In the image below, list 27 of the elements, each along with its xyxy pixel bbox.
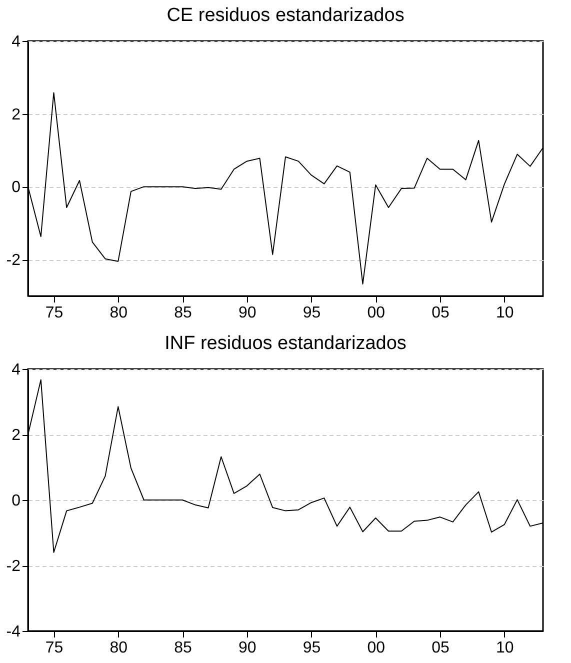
x-tick-label: 90 xyxy=(238,640,256,656)
x-tick-label: 05 xyxy=(432,304,450,322)
chart-title: CE residuos estandarizados xyxy=(166,5,404,26)
x-tick-label: 90 xyxy=(238,304,256,322)
x-tick-label: 85 xyxy=(174,304,192,322)
y-tick-label: -2 xyxy=(6,252,21,270)
x-tick-label: 00 xyxy=(367,640,386,656)
y-tick-label: -4 xyxy=(6,624,21,640)
x-tick-label: 95 xyxy=(302,640,321,656)
x-tick-label: 10 xyxy=(496,640,514,656)
chart-title: INF residuos estandarizados xyxy=(164,333,406,354)
x-tick-label: 00 xyxy=(367,304,386,322)
x-tick-label: 75 xyxy=(45,304,64,322)
y-tick-label: 0 xyxy=(12,492,21,510)
x-tick-label: 05 xyxy=(432,640,450,656)
x-tick-label: 10 xyxy=(496,304,514,322)
x-tick-label: 80 xyxy=(110,304,128,322)
y-tick-label: 2 xyxy=(12,106,21,124)
x-tick-label: 95 xyxy=(302,304,321,322)
y-tick-label: 0 xyxy=(12,179,21,196)
y-tick-label: 4 xyxy=(12,362,21,378)
y-tick-label: 4 xyxy=(12,34,21,50)
x-tick-label: 80 xyxy=(110,640,128,656)
x-tick-label: 85 xyxy=(174,640,192,656)
x-tick-label: 75 xyxy=(45,640,64,656)
y-tick-label: 2 xyxy=(12,427,21,444)
y-tick-label: -2 xyxy=(6,558,21,575)
